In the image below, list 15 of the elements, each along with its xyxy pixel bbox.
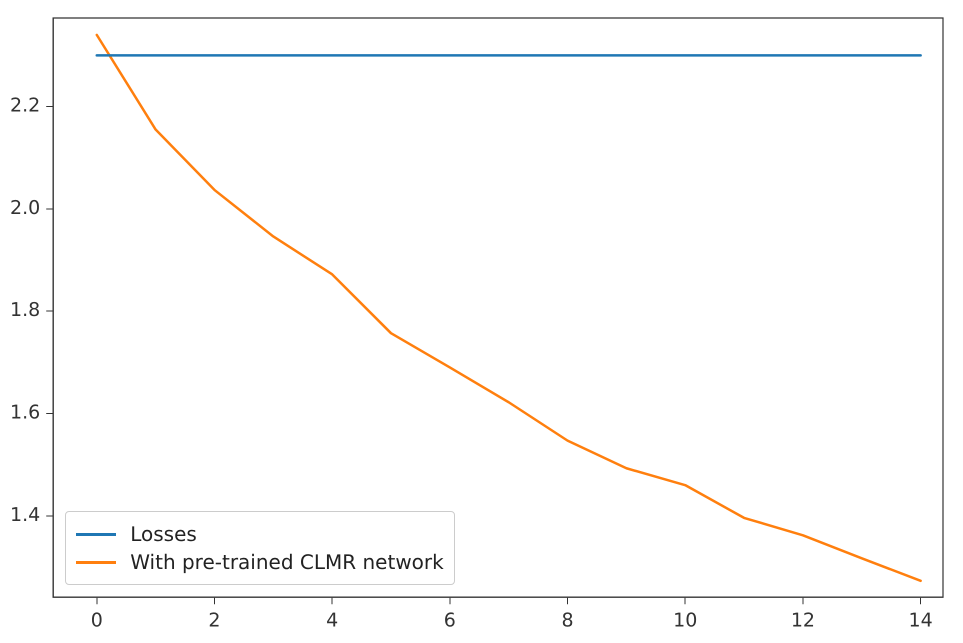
y-tick-label: 1.8	[10, 299, 40, 322]
x-tick-label: 8	[562, 610, 574, 632]
y-tick-label: 2.0	[10, 196, 40, 219]
x-tick-label: 14	[908, 610, 933, 632]
legend-label: Losses	[130, 522, 197, 546]
x-tick-label: 4	[326, 610, 338, 632]
x-tick-label: 2	[208, 610, 221, 632]
y-tick-label: 1.4	[10, 504, 40, 526]
x-tick-label: 12	[790, 610, 816, 632]
x-tick-label: 6	[444, 610, 456, 632]
y-tick-label: 1.6	[10, 401, 40, 424]
legend-label: With pre-trained CLMR network	[130, 550, 444, 574]
x-tick-label: 0	[90, 610, 103, 632]
x-tick-label: 10	[673, 610, 698, 632]
y-tick-label: 2.2	[10, 94, 40, 116]
